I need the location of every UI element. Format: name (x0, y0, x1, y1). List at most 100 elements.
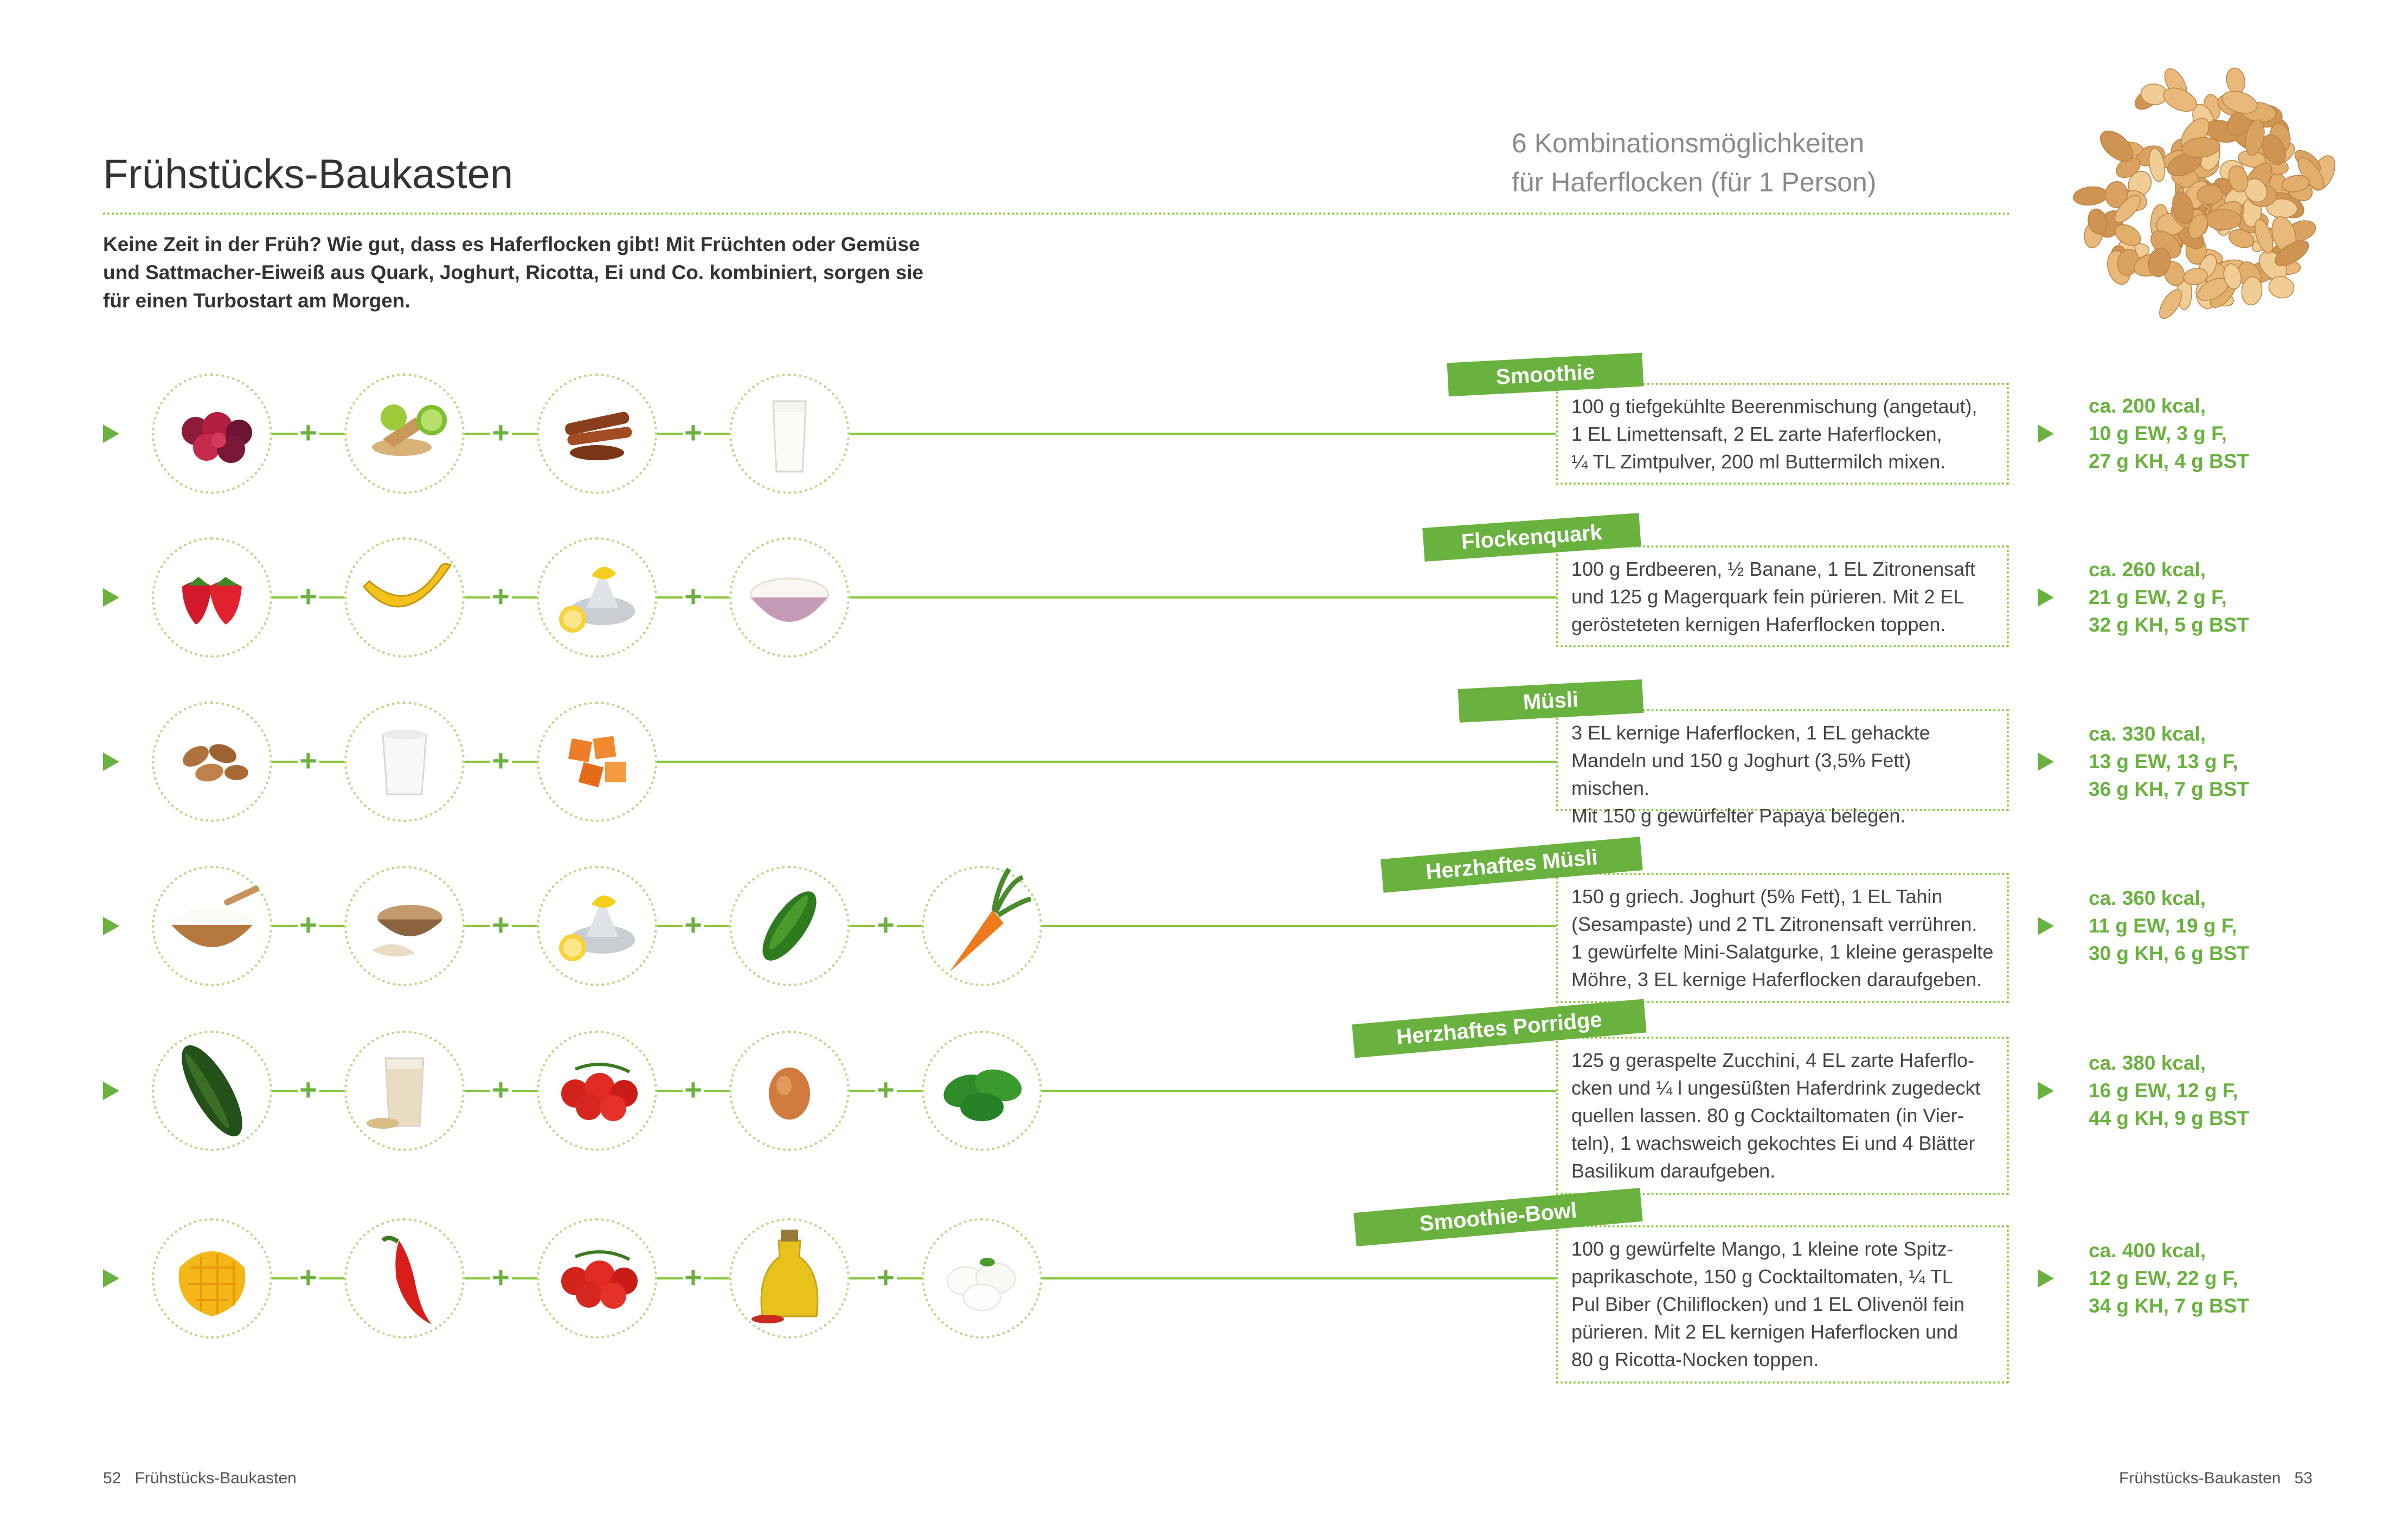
nutrition-line: 36 g KH, 7 g BST (2089, 778, 2250, 800)
nutrition-arrow-icon (2038, 1082, 2054, 1100)
footer-left: 52 Frühstücks-Baukasten (103, 1469, 297, 1488)
lemon-squeezer-icon (559, 567, 635, 633)
cherry-tomatoes-icon (561, 1250, 638, 1309)
plus-icon: + (297, 1262, 319, 1292)
recipe-text-line: Basilikum daraufgeben. (1571, 1160, 1776, 1182)
recipe-text-line: pürieren. Mit 2 EL kernigen Haferflocken… (1571, 1321, 1958, 1343)
nutrition-line: ca. 400 kcal, (2089, 1239, 2206, 1262)
nutrition-line: 10 g EW, 3 g F, (2089, 422, 2227, 445)
nutrition-line: 16 g EW, 12 g F, (2089, 1079, 2238, 1102)
oat-flakes-image (2073, 67, 2336, 319)
nutrition-line: 11 g EW, 19 g F, (2089, 915, 2237, 937)
recipe-text-box: 100 g gewürfelte Mango, 1 kleine rote Sp… (1556, 1225, 2009, 1384)
nutrition-line: ca. 200 kcal, (2089, 395, 2206, 417)
plus-icon: + (682, 581, 704, 612)
ingredient-circle (152, 1031, 272, 1151)
strawberries-icon (182, 577, 242, 625)
recipe-text-line: teln), 1 wachsweich gekochtes Ei und 4 B… (1571, 1132, 1975, 1154)
yogurt-cup-icon (382, 730, 427, 795)
nutrition-line: 12 g EW, 22 g F, (2089, 1267, 2238, 1289)
red-pepper-icon (381, 1236, 432, 1324)
recipe-text-line: 100 g gewürfelte Mango, 1 kleine rote Sp… (1571, 1238, 1954, 1260)
ingredient-circle (344, 866, 465, 986)
recipe-text-line: (Sesampaste) und 2 TL Zitronensaft verrü… (1571, 913, 1977, 935)
recipe-text-line: quellen lassen. 80 g Cocktailtomaten (in… (1571, 1104, 1964, 1127)
recipe-text-line: paprikaschote, 150 g Cocktailtomaten, ¼ … (1571, 1265, 1953, 1288)
nutrition-arrow-icon (2038, 1269, 2054, 1288)
subtitle-line-2: für Haferflocken (für 1 Person) (1512, 167, 1877, 197)
plus-icon: + (490, 417, 512, 448)
nutrition-line: ca. 360 kcal, (2089, 887, 2206, 909)
recipe-text-line: gerösteteten kernigen Haferflocken toppe… (1571, 613, 1946, 635)
plus-icon: + (875, 910, 897, 940)
recipe-text-line: Mandeln und 150 g Joghurt (3,5% Fett) mi… (1571, 749, 1911, 799)
recipe-text-line: 100 g Erdbeeren, ½ Banane, 1 EL Zitronen… (1571, 558, 1976, 580)
plus-icon: + (297, 910, 319, 940)
egg-icon (769, 1067, 810, 1120)
buttermilk-glass-icon (772, 400, 807, 473)
nutrition-info: ca. 260 kcal, 21 g EW, 2 g F, 32 g KH, 5 g… (2089, 556, 2249, 639)
ingredient-circle (537, 1031, 657, 1151)
nutrition-line: 13 g EW, 13 g F, (2089, 750, 2238, 773)
recipe-text-line: 80 g Ricotta-Nocken toppen. (1571, 1348, 1819, 1371)
ingredient-circle (537, 374, 657, 494)
row-connector-line (212, 761, 1556, 763)
recipe-text-line: 1 gewürfelte Mini-Salatgurke, 1 kleine g… (1571, 941, 1994, 963)
plus-icon: + (490, 581, 512, 612)
olive-oil-icon (752, 1230, 819, 1323)
plus-icon: + (682, 417, 704, 448)
ingredient-circle (344, 702, 465, 822)
nutrition-info: ca. 200 kcal, 10 g EW, 3 g F, 27 g KH, 4 g… (2089, 392, 2249, 475)
recipe-text-line: Mit 150 g gewürfelter Papaya belegen. (1571, 805, 1906, 827)
ingredient-circle (344, 1031, 465, 1151)
nutrition-line: ca. 260 kcal, (2089, 558, 2206, 581)
ingredient-circle (729, 374, 850, 494)
plus-icon: + (490, 745, 512, 776)
cinnamon-icon (565, 411, 632, 460)
plus-icon: + (682, 910, 704, 940)
row-start-arrow-icon (103, 588, 119, 607)
intro-text: Keine Zeit in der Früh? Wie gut, dass es… (103, 233, 924, 312)
plus-icon: + (490, 1075, 512, 1105)
recipe-text-line: cken und ¼ l ungesüßten Haferdrink zuged… (1571, 1077, 1981, 1099)
zucchini-icon (182, 1045, 242, 1137)
ingredient-circle (344, 537, 465, 658)
row-connector-line (212, 433, 1556, 435)
ingredient-circle (729, 866, 850, 986)
nutrition-arrow-icon (2038, 588, 2054, 607)
plus-icon: + (297, 745, 319, 776)
nutrition-line: 27 g KH, 4 g BST (2089, 450, 2250, 472)
ingredient-circle (729, 537, 850, 658)
carrot-icon (949, 867, 1032, 972)
recipe-text-line: 100 g tiefgekühlte Beerenmischung (anget… (1571, 395, 1977, 417)
nutrition-arrow-icon (2038, 917, 2054, 935)
ingredient-circle (344, 374, 465, 494)
lime-juicer-icon (372, 404, 447, 456)
recipe-text-box: 100 g Erdbeeren, ½ Banane, 1 EL Zitronen… (1556, 545, 2009, 647)
row-start-arrow-icon (103, 917, 119, 935)
nutrition-info: ca. 380 kcal, 16 g EW, 12 g F, 44 g KH, 9 … (2089, 1049, 2249, 1132)
ingredient-circle (537, 866, 657, 986)
ingredient-circle (922, 1218, 1042, 1339)
footer-right: Frühstücks-Baukasten 53 (2119, 1469, 2313, 1488)
ingredient-circle (537, 702, 657, 822)
ingredient-circle (537, 537, 657, 658)
recipe-text-line: 1 EL Limettensaft, 2 EL zarte Haferflock… (1571, 423, 1942, 445)
footer-label-right: Frühstücks-Baukasten (2119, 1469, 2281, 1487)
papaya-cubes-icon (568, 736, 626, 788)
page-number-right: 53 (2294, 1469, 2313, 1487)
plus-icon: + (682, 1075, 704, 1105)
plus-icon: + (490, 910, 512, 940)
greek-yogurt-icon (171, 885, 259, 947)
quark-bowl-icon (749, 577, 830, 622)
lemon-squeezer-icon (559, 895, 635, 961)
recipe-text-line: Pul Biber (Chiliflocken) und 1 EL Oliven… (1571, 1293, 1965, 1315)
ingredient-circle (152, 537, 272, 658)
footer-label-left: Frühstücks-Baukasten (134, 1469, 297, 1487)
ingredient-circle (729, 1031, 850, 1151)
nutrition-line: 34 g KH, 7 g BST (2089, 1295, 2250, 1317)
page-number-left: 52 (103, 1469, 121, 1487)
nutrition-arrow-icon (2038, 425, 2054, 443)
nutrition-arrow-icon (2038, 753, 2054, 771)
recipe-text-line: ¼ TL Zimtpulver, 200 ml Buttermilch mixe… (1571, 451, 1946, 473)
